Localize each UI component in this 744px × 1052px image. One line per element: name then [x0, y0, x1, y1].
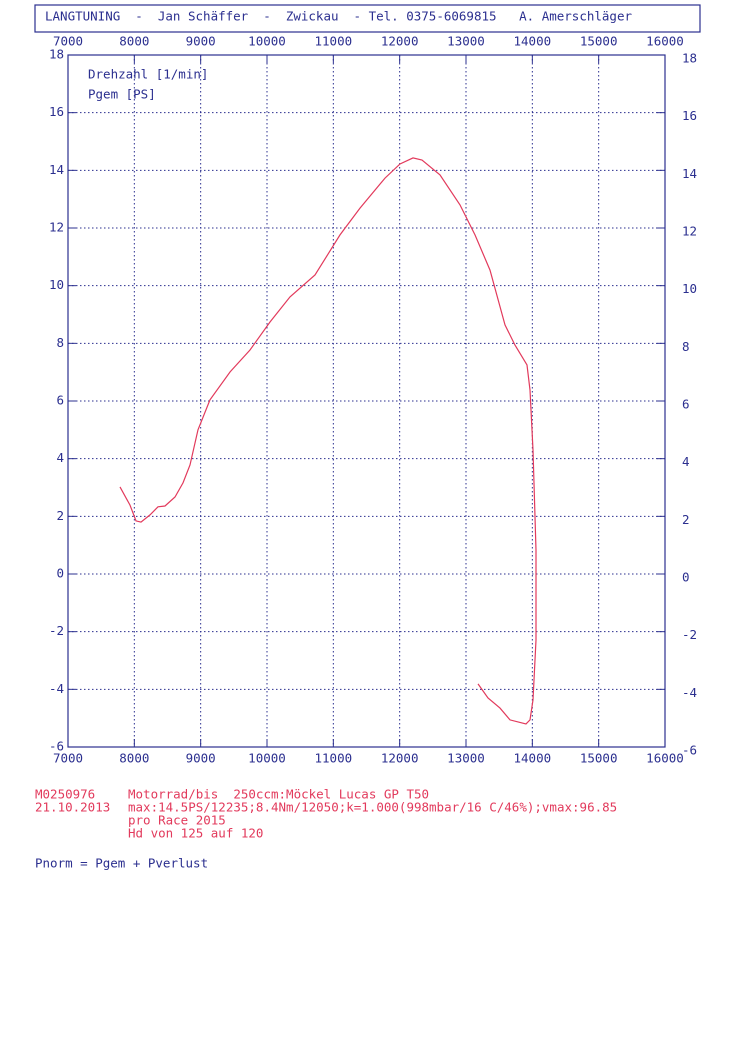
y-tick-label: 10	[682, 281, 697, 296]
y-tick-label: 14	[49, 162, 64, 177]
x-tick-label: 8000	[119, 34, 149, 49]
y-tick-label: -6	[682, 743, 697, 758]
x-tick-label: 10000	[248, 34, 286, 49]
note-right: pro Race 2015	[128, 813, 226, 828]
x-tick-label: 16000	[646, 751, 684, 766]
note-right: Motorrad/bis 250ccm:Möckel Lucas GP T50	[128, 787, 429, 802]
x-tick-label: 15000	[580, 751, 618, 766]
x-tick-label: 11000	[315, 751, 353, 766]
y-tick-label: -4	[682, 685, 697, 700]
y-tick-label: -2	[49, 623, 64, 638]
y-tick-label: 0	[56, 566, 64, 581]
header: LANGTUNING - Jan Schäffer - Zwickau - Te…	[45, 9, 632, 24]
y-tick-label: 8	[56, 335, 64, 350]
y-tick-label: 2	[682, 512, 690, 527]
y-tick-label: 12	[682, 224, 697, 239]
y-tick-label: 18	[682, 51, 697, 66]
y-tick-label: 12	[49, 220, 64, 235]
y-tick-label: 0	[682, 570, 690, 585]
x-tick-label: 9000	[186, 34, 216, 49]
x-tick-label: 9000	[186, 751, 216, 766]
x-tick-label: 13000	[447, 751, 485, 766]
x-tick-label: 7000	[53, 34, 83, 49]
x-tick-label: 8000	[119, 751, 149, 766]
x-tick-label: 7000	[53, 751, 83, 766]
x-axis-label: Drehzahl [1/min]	[88, 67, 208, 82]
note-left: 21.10.2013	[35, 800, 110, 815]
note-right: Hd von 125 auf 120	[128, 826, 263, 841]
x-tick-label: 13000	[447, 34, 485, 49]
y-tick-label: 6	[56, 393, 64, 408]
x-tick-label: 14000	[514, 751, 552, 766]
x-tick-label: 12000	[381, 34, 419, 49]
power-curve	[119, 157, 537, 725]
y-axis-label: Pgem [PS]	[88, 87, 156, 102]
x-tick-label: 10000	[248, 751, 286, 766]
x-tick-label: 16000	[646, 34, 684, 49]
plot-frame	[67, 54, 666, 748]
note-right: max:14.5PS/12235;8.4Nm/12050;k=1.000(998…	[128, 800, 617, 815]
note-left: M0250976	[35, 787, 95, 802]
x-tick-label: 12000	[381, 751, 419, 766]
y-tick-label: 2	[56, 508, 64, 523]
y-tick-label: 6	[682, 397, 690, 412]
y-tick-label: 14	[682, 166, 697, 181]
y-tick-label: -6	[49, 739, 64, 754]
formula: Pnorm = Pgem + Pverlust	[35, 856, 208, 871]
x-tick-label: 15000	[580, 34, 618, 49]
y-tick-label: 8	[682, 339, 690, 354]
y-tick-label: 16	[682, 108, 697, 123]
y-tick-label: 18	[49, 47, 64, 62]
x-tick-label: 14000	[514, 34, 552, 49]
y-tick-label: 16	[49, 104, 64, 119]
y-tick-label: -2	[682, 627, 697, 642]
y-tick-label: 10	[49, 277, 64, 292]
y-tick-label: 4	[56, 450, 64, 465]
header-box	[34, 4, 701, 33]
x-tick-label: 11000	[315, 34, 353, 49]
y-tick-label: -4	[49, 681, 64, 696]
y-tick-label: 4	[682, 454, 690, 469]
